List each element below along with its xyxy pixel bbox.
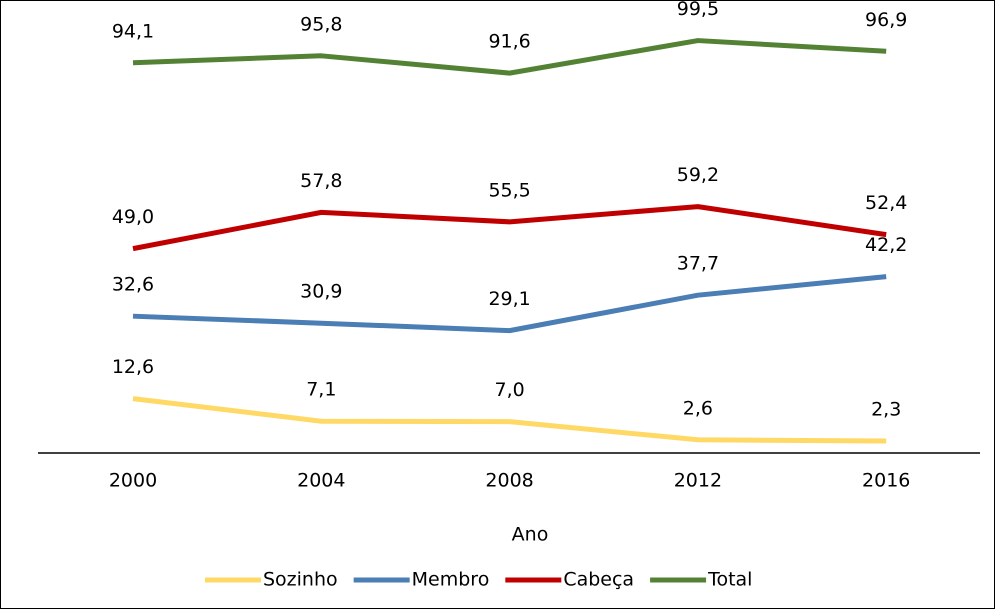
data-label: 52,4: [865, 192, 907, 214]
data-label: 7,0: [494, 379, 524, 401]
series-line: [132, 274, 887, 334]
series-line: [132, 38, 887, 76]
x-tick-label: 2004: [297, 470, 345, 492]
data-label: 95,8: [300, 13, 342, 35]
x-tick-label: 2016: [862, 470, 910, 492]
data-label: 12,6: [112, 356, 154, 378]
data-label: 59,2: [677, 164, 719, 186]
data-label: 37,7: [677, 253, 719, 275]
legend-label: Membro: [412, 569, 490, 591]
x-tick-label: 2000: [109, 470, 157, 492]
data-label: 57,8: [300, 170, 342, 192]
data-label: 55,5: [488, 179, 530, 201]
data-label: 2,3: [871, 399, 901, 421]
legend-label: Sozinho: [263, 569, 338, 591]
data-label: 29,1: [488, 288, 530, 310]
data-label: 32,6: [112, 274, 154, 296]
data-label: 94,1: [112, 20, 154, 42]
x-tick-label: 2008: [485, 470, 533, 492]
data-label: 49,0: [112, 206, 154, 228]
legend-label: Total: [707, 569, 752, 591]
x-axis-title: Ano: [512, 524, 549, 546]
data-label: 42,2: [865, 234, 907, 256]
data-label: 7,1: [306, 379, 336, 401]
data-label: 2,6: [683, 397, 713, 419]
data-label: 99,5: [677, 0, 719, 20]
series-line: [132, 204, 887, 252]
legend-label: Cabeça: [563, 569, 634, 591]
data-label: 91,6: [488, 31, 530, 53]
x-tick-label: 2012: [674, 470, 722, 492]
series-line: [132, 396, 887, 444]
data-label: 30,9: [300, 281, 342, 303]
data-label: 96,9: [865, 9, 907, 31]
